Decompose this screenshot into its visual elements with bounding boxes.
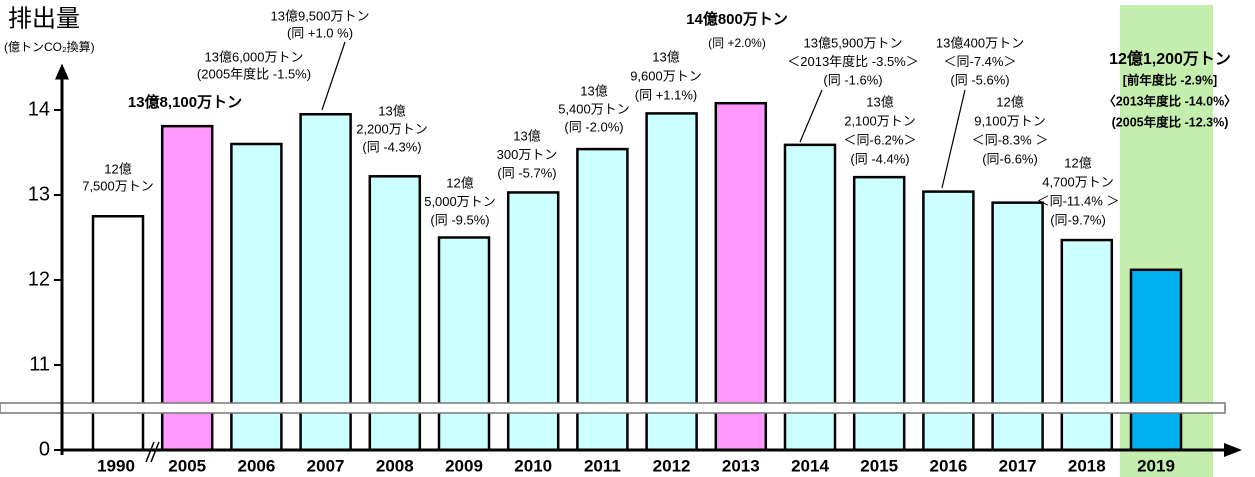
bar bbox=[299, 113, 352, 452]
y-tick-label: 11 bbox=[29, 353, 50, 375]
value-label: [前年度比 -2.9%] bbox=[1123, 72, 1217, 87]
value-label: ＜同-11.4% ＞ bbox=[1037, 193, 1120, 208]
value-label: 13億400万トン bbox=[936, 35, 1024, 50]
value-label: 14億800万トン bbox=[686, 10, 788, 28]
value-label: 13億8,100万トン bbox=[128, 93, 242, 111]
value-label: (同 +2.0%) bbox=[708, 36, 766, 50]
value-label: 300万トン bbox=[497, 147, 558, 162]
value-label: 13億 bbox=[378, 103, 405, 118]
value-label: 4,700万トン bbox=[1042, 174, 1114, 189]
x-tick-label: 2018 bbox=[1068, 456, 1106, 475]
value-label: (同 +1.1%) bbox=[635, 87, 698, 102]
x-tick-label: 2006 bbox=[237, 456, 275, 475]
chart-subtitle: (億トンCO₂換算) bbox=[4, 39, 95, 54]
value-label: (同 -5.6%) bbox=[950, 72, 1009, 87]
value-label: (2005年度比 -1.5%) bbox=[197, 66, 311, 81]
value-label: 13億6,000万トン bbox=[205, 49, 304, 64]
value-label: 13億 bbox=[513, 128, 540, 143]
value-label: 13億 bbox=[866, 94, 893, 109]
x-tick-label: 2015 bbox=[860, 456, 898, 475]
value-label: (2005年度比 -12.3%) bbox=[1112, 114, 1229, 129]
y-tick-label: 14 bbox=[28, 98, 50, 120]
bar bbox=[437, 236, 491, 452]
value-label: (同 -4.3%) bbox=[362, 139, 421, 154]
x-tick-label: 2007 bbox=[307, 456, 345, 475]
x-tick-label: 2009 bbox=[445, 456, 483, 475]
bar bbox=[230, 142, 283, 452]
value-label: (同 -4.4%) bbox=[850, 151, 909, 166]
y-tick-label: 0 bbox=[39, 438, 50, 460]
bar bbox=[160, 124, 214, 452]
x-tick-label: 2019 bbox=[1137, 456, 1175, 475]
value-label: 5,000万トン bbox=[424, 194, 496, 209]
leader-line bbox=[941, 89, 966, 189]
break-mark bbox=[150, 441, 160, 463]
leader-line bbox=[799, 89, 823, 143]
bar bbox=[91, 215, 145, 452]
value-label: ＜同-6.2%＞ bbox=[844, 132, 917, 147]
break-mark bbox=[145, 441, 155, 463]
value-label: (同 +1.0 %) bbox=[287, 25, 353, 40]
y-axis-arrow bbox=[55, 63, 69, 80]
x-tick-label: 2016 bbox=[929, 456, 967, 475]
value-label: 9,600万トン bbox=[630, 68, 702, 83]
value-label: 9,100万トン bbox=[974, 113, 1046, 128]
x-tick-label: 2017 bbox=[999, 456, 1037, 475]
value-label: (同 -9.5%) bbox=[430, 212, 489, 227]
value-label: 12億 bbox=[996, 94, 1023, 109]
value-label: 12億 bbox=[446, 175, 473, 190]
x-tick-label: 2014 bbox=[791, 456, 829, 475]
value-label: 〈2013年度比 -14.0%〉 bbox=[1103, 93, 1236, 108]
y-tick-label: 13 bbox=[28, 183, 50, 205]
value-label: (同 -2.0%) bbox=[564, 119, 623, 134]
value-label: 7,500万トン bbox=[82, 178, 154, 193]
bar bbox=[576, 147, 629, 452]
value-label: 13億5,900万トン bbox=[804, 35, 903, 50]
value-label: (同 -5.7%) bbox=[497, 165, 556, 180]
value-label: 13億 bbox=[652, 49, 679, 64]
x-tick-label: 2005 bbox=[168, 456, 206, 475]
value-label: 12億 bbox=[1064, 155, 1091, 170]
x-tick-label: 2008 bbox=[376, 456, 414, 475]
value-label: 13億9,500万トン bbox=[271, 8, 370, 23]
bar bbox=[1129, 268, 1183, 452]
value-label: ＜同-7.4%＞ bbox=[944, 54, 1017, 69]
axis-break bbox=[0, 402, 1226, 414]
overlay: 0 11 12 13 14 1990 2005 2006 2007 2008 2009 2010 201… bbox=[0, 8, 1242, 475]
y-tick-label: 12 bbox=[28, 268, 50, 290]
x-tick-label: 2012 bbox=[653, 456, 691, 475]
x-tick-label: 1990 bbox=[97, 456, 135, 475]
value-label: (同-6.6%) bbox=[982, 151, 1038, 166]
value-label: (同-9.7%) bbox=[1050, 212, 1106, 227]
value-label: (同 -1.6%) bbox=[823, 72, 882, 87]
leader-line bbox=[321, 41, 346, 111]
value-label: ＜2013年度比 -3.5%＞ bbox=[787, 54, 919, 69]
value-label: 13億 bbox=[580, 83, 607, 98]
chart-title: 排出量 bbox=[8, 5, 80, 32]
value-label: 2,200万トン bbox=[356, 121, 428, 136]
x-tick-label: 2013 bbox=[722, 456, 760, 475]
x-tick-label: 2010 bbox=[514, 456, 552, 475]
bar bbox=[645, 112, 698, 452]
bar bbox=[714, 101, 768, 452]
x-tick-label: 2011 bbox=[584, 456, 621, 475]
value-label: 2,100万トン bbox=[844, 113, 916, 128]
x-axis-arrow bbox=[1224, 443, 1242, 457]
value-label: ＜同-8.3% ＞ bbox=[972, 132, 1049, 147]
value-label: 5,400万トン bbox=[558, 101, 630, 116]
bar bbox=[1060, 238, 1114, 452]
value-label: 12億1,200万トン bbox=[1109, 49, 1231, 68]
value-label: 12億 bbox=[104, 161, 131, 176]
